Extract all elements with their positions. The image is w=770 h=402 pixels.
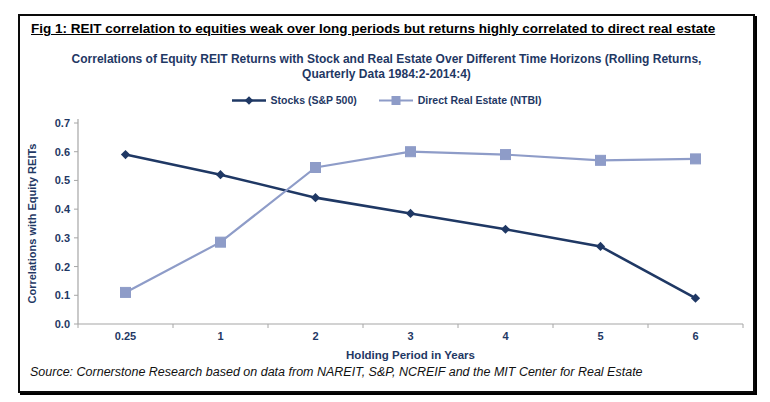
data-point-square bbox=[406, 147, 416, 157]
chart-title-line1: Correlations of Equity REIT Returns with… bbox=[20, 52, 753, 67]
legend-item-direct-real-estate: Direct Real Estate (NTBI) bbox=[379, 94, 542, 106]
direct-real-estate-line-marker-icon bbox=[379, 95, 413, 106]
y-tick-label: 0.5 bbox=[55, 174, 70, 186]
chart-legend: Stocks (S&P 500) Direct Real Estate (NTB… bbox=[20, 94, 753, 106]
y-tick-label: 0.2 bbox=[55, 261, 70, 273]
figure-title: Fig 1: REIT correlation to equities weak… bbox=[31, 21, 715, 36]
y-tick-label: 0.6 bbox=[55, 146, 70, 158]
figure-border: Fig 1: REIT correlation to equities weak… bbox=[18, 14, 755, 393]
y-tick-label: 0.4 bbox=[55, 203, 71, 215]
source-note: Source: Cornerstone Research based on da… bbox=[30, 365, 643, 379]
chart-plot: 0.0 0.1 0.2 0.3 0.4 0.5 0.6 0.7 0.25 1 2 3 4 5 6 Holdin… bbox=[22, 115, 750, 367]
x-tick-label: 1 bbox=[217, 330, 223, 342]
data-point-diamond bbox=[216, 170, 225, 179]
legend-label-direct-real-estate: Direct Real Estate (NTBI) bbox=[418, 94, 542, 106]
series-line-0 bbox=[126, 155, 696, 299]
y-tick-label: 0.7 bbox=[55, 117, 70, 129]
data-point-square bbox=[501, 150, 511, 160]
data-point-diamond bbox=[406, 209, 415, 218]
chart-title-line2: Quarterly Data 1984:2-2014:4) bbox=[20, 67, 753, 82]
data-point-square bbox=[596, 155, 606, 165]
x-axis-title: Holding Period in Years bbox=[346, 349, 475, 361]
data-point-square bbox=[121, 287, 131, 297]
data-point-square bbox=[216, 237, 226, 247]
legend-diamond-marker bbox=[244, 96, 253, 105]
data-point-diamond bbox=[121, 150, 130, 159]
x-tick-label: 4 bbox=[502, 330, 509, 342]
legend-item-stocks: Stocks (S&P 500) bbox=[232, 94, 357, 106]
y-tick-label: 0.0 bbox=[55, 318, 70, 330]
legend-square-marker bbox=[391, 96, 400, 105]
x-tick-label: 2 bbox=[312, 330, 318, 342]
y-tick-label: 0.1 bbox=[55, 289, 70, 301]
x-tick-label: 6 bbox=[692, 330, 698, 342]
data-point-diamond bbox=[501, 225, 510, 234]
data-point-diamond bbox=[311, 193, 320, 202]
y-tick-label: 0.3 bbox=[55, 232, 70, 244]
x-tick-label: 3 bbox=[407, 330, 413, 342]
stocks-line-marker-icon bbox=[232, 95, 266, 106]
figure-panel: Fig 1: REIT correlation to equities weak… bbox=[0, 0, 770, 402]
legend-label-stocks: Stocks (S&P 500) bbox=[271, 94, 357, 106]
x-tick-label: 0.25 bbox=[115, 330, 136, 342]
chart-title: Correlations of Equity REIT Returns with… bbox=[20, 52, 753, 82]
data-point-square bbox=[691, 154, 701, 164]
x-tick-label: 5 bbox=[597, 330, 603, 342]
y-axis-title: Correlations with Equity REITs bbox=[26, 144, 38, 304]
data-point-square bbox=[311, 163, 321, 173]
